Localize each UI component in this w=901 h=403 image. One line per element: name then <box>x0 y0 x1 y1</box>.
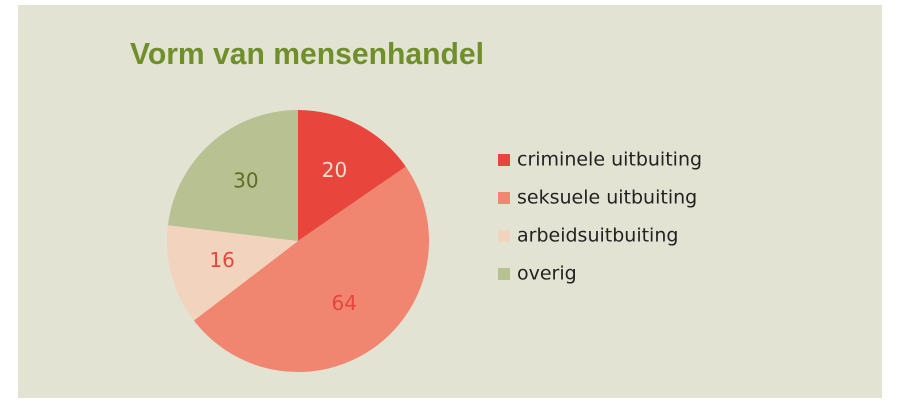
slice-label: 64 <box>331 291 356 315</box>
pie-slice <box>167 110 298 241</box>
legend-label: criminele uitbuiting <box>517 149 702 171</box>
slice-label: 16 <box>209 248 234 272</box>
slice-label: 20 <box>322 158 347 182</box>
pie-slice <box>167 225 298 321</box>
legend-swatch <box>498 154 510 166</box>
slice-label: 30 <box>233 169 258 193</box>
legend-swatch <box>498 268 510 280</box>
legend-label: seksuele uitbuiting <box>517 187 697 209</box>
chart-title: Vorm van mensenhandel <box>130 36 484 71</box>
panel <box>18 5 882 398</box>
legend-label: arbeidsuitbuiting <box>517 225 678 247</box>
legend-label: overig <box>517 263 577 285</box>
pie-slice <box>298 110 406 241</box>
pie-slice <box>193 166 430 373</box>
legend-swatch <box>498 192 510 204</box>
legend-swatch <box>498 230 510 242</box>
